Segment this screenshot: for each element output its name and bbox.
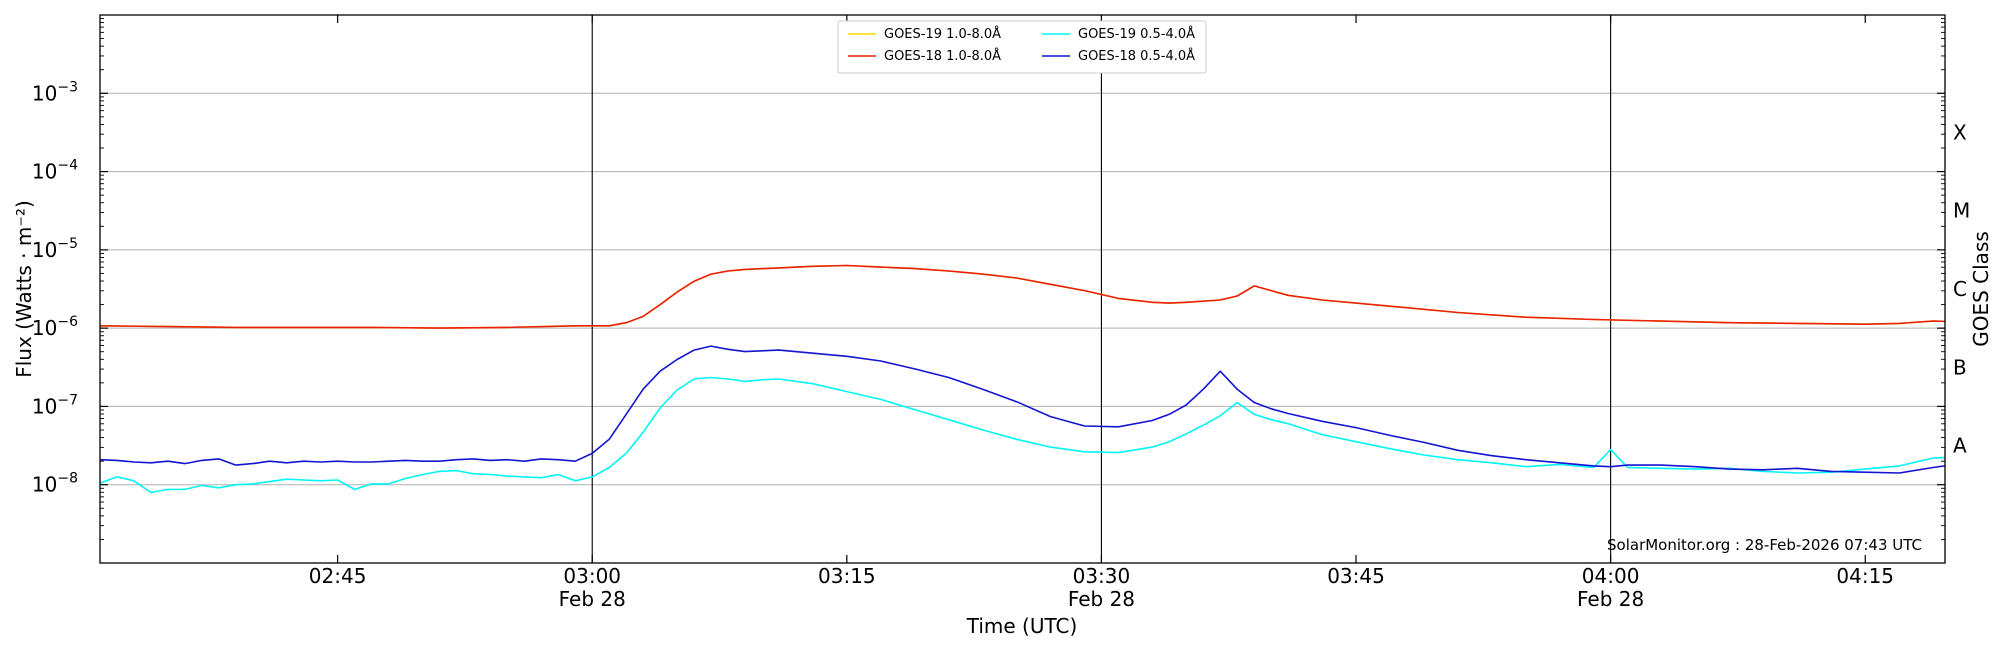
legend: GOES-19 1.0-8.0Å GOES-18 1.0-8.0Å GOES-19 … (837, 20, 1207, 74)
series-line-2 (100, 376, 1945, 494)
y-tick-label: 10−7 (32, 392, 78, 418)
goes-class-label: X (1953, 120, 1967, 144)
series-layer (100, 264, 1945, 494)
x-tick-label: 04:00 (1582, 564, 1640, 588)
series-line-3 (100, 345, 1945, 474)
y-tick-label: 10−5 (32, 236, 78, 262)
goes-class-label: M (1953, 199, 1970, 223)
x-tick-label: 03:00 (563, 564, 621, 588)
x-tick-label: 04:15 (1836, 564, 1894, 588)
x-tick-label: 03:15 (818, 564, 876, 588)
goes-class-label: B (1953, 355, 1967, 379)
series-line-0 (100, 264, 1945, 329)
x-tick-date-label: Feb 28 (1068, 587, 1135, 611)
legend-box (837, 20, 1207, 74)
y-axis-label-right: GOES Class (1969, 231, 1993, 347)
x-tick-label: 02:45 (309, 564, 367, 588)
goes-class-label: C (1953, 277, 1967, 301)
grid-layer (100, 92, 1945, 486)
credit-text: SolarMonitor.org : 28-Feb-2026 07:43 UTC (1607, 536, 1922, 554)
legend-label: GOES-19 0.5-4.0Å (1078, 26, 1195, 42)
x-tick-date-label: Feb 28 (559, 587, 626, 611)
legend-label: GOES-19 1.0-8.0Å (884, 26, 1001, 42)
x-tick-date-label: Feb 28 (1577, 587, 1644, 611)
legend-label: GOES-18 1.0-8.0Å (884, 48, 1001, 64)
goes-class-label: A (1953, 434, 1967, 458)
y-axis-label: Flux (Watts · m⁻²) (12, 200, 36, 378)
legend-label: GOES-18 0.5-4.0Å (1078, 48, 1195, 64)
y-tick-label: 10−8 (32, 471, 78, 497)
series-line-1 (100, 264, 1945, 329)
y-tick-label: 10−3 (32, 79, 78, 105)
x-axis-label: Time (UTC) (966, 614, 1078, 638)
y-tick-label: 10−4 (32, 158, 78, 184)
x-tick-label: 03:30 (1073, 564, 1131, 588)
y-tick-label: 10−6 (32, 314, 78, 340)
plot-frame (99, 14, 1946, 564)
vertical-reference-lines (591, 15, 1612, 563)
x-tick-label: 03:45 (1327, 564, 1385, 588)
